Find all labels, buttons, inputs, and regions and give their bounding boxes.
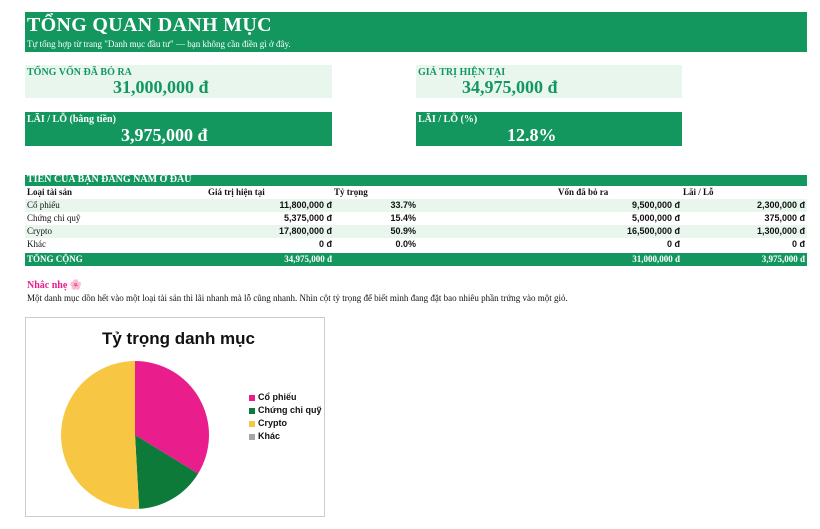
legend-swatch (249, 394, 255, 401)
card-invested-value: 31,000,000 đ (113, 77, 209, 97)
table-row-invested: 9,500,000 đ (631, 200, 680, 210)
legend-label: Crypto (258, 418, 287, 428)
table-row-current: 11,800,000 đ (279, 200, 332, 210)
pie-slice-3 (61, 361, 140, 509)
table-row-invested: 16,500,000 đ (626, 226, 680, 236)
table-row-bg (25, 225, 556, 238)
legend-item: Crypto (249, 418, 287, 428)
table-row-bg (25, 199, 556, 212)
table-title-bar (25, 175, 807, 186)
col-header-asset: Loại tài sản (27, 187, 73, 197)
tip-title: Nhắc nhẹ 🌸 (27, 280, 83, 291)
legend-swatch (249, 420, 255, 427)
col-header-invested: Vốn đã bỏ ra (558, 187, 609, 197)
table-total-invested: 31,000,000 đ (632, 254, 680, 264)
pie-slice-1 (135, 361, 210, 474)
tip-text: Một danh mục dồn hết vào một loại tài sả… (27, 293, 568, 303)
chart-title: Tỷ trọng danh mục (102, 329, 255, 348)
card-pnl-percent: LÃI / LỖ (%) 12.8% (416, 112, 682, 146)
table-row-current: 5,375,000 đ (283, 213, 332, 223)
col-header-pnl: Lãi / Lỗ (683, 187, 714, 197)
table-row-current: 0 đ (318, 239, 332, 249)
table-row-pnl: 2,300,000 đ (756, 200, 805, 210)
table-row-weight: 0.0% (395, 239, 416, 249)
page-subtitle: Tự tổng hợp từ trang "Danh mục đầu tư" —… (27, 39, 291, 49)
card-current-label: GIÁ TRỊ HIỆN TẠI (418, 67, 506, 78)
col-header-current: Giá trị hiện tại (208, 187, 265, 197)
legend-label: Khác (258, 431, 281, 441)
table-row-bg (556, 225, 807, 238)
table-row-pnl: 375,000 đ (764, 213, 805, 223)
pie-chart (61, 361, 210, 509)
table-row-weight: 33.7% (390, 200, 416, 210)
table-row-invested: 5,000,000 đ (631, 213, 680, 223)
table-row-weight: 15.4% (390, 213, 416, 223)
table-row-asset: Crypto (27, 226, 53, 236)
card-pnl-amount-label: LÃI / LỖ (bằng tiền) (27, 114, 116, 125)
page-title: TỔNG QUAN DANH MỤC (27, 14, 272, 36)
table-row-pnl: 0 đ (791, 239, 805, 249)
col-header-weight: Tỷ trọng (334, 187, 368, 197)
table-row-weight: 50.9% (390, 226, 416, 236)
table-row-invested: 0 đ (666, 239, 680, 249)
table-total-pnl: 3,975,000 đ (761, 254, 805, 264)
legend-label: Chứng chỉ quỹ (258, 405, 322, 415)
legend-swatch (249, 433, 255, 440)
card-pnl-percent-value: 12.8% (507, 125, 557, 145)
table-title: TIỀN CỦA BẠN ĐANG NẰM Ở ĐÂU (27, 174, 192, 185)
card-invested-label: TỔNG VỐN ĐÃ BỎ RA (27, 67, 132, 78)
table-row-asset: Cổ phiếu (27, 200, 60, 210)
table-row-bg (556, 199, 807, 212)
table-row-pnl: 1,300,000 đ (756, 226, 805, 236)
card-pnl-percent-label: LÃI / LỖ (%) (418, 114, 478, 125)
card-pnl-amount-value: 3,975,000 đ (121, 125, 208, 145)
legend-item: Khác (249, 431, 280, 441)
legend-swatch (249, 407, 255, 414)
table-total-label: TỔNG CỘNG (27, 254, 83, 264)
pie-slice-2 (135, 435, 199, 509)
header-banner (25, 12, 807, 52)
table-row-asset: Khác (27, 239, 46, 249)
table-row-asset: Chứng chỉ quỹ (27, 213, 81, 223)
table-total-current: 34,975,000 đ (284, 254, 332, 264)
card-invested: TỔNG VỐN ĐÃ BỎ RA 31,000,000 đ (25, 65, 332, 98)
legend-item: Cổ phiếu (249, 392, 297, 402)
table-row-current: 17,800,000 đ (278, 226, 332, 236)
card-current: GIÁ TRỊ HIỆN TẠI 34,975,000 đ (416, 65, 682, 98)
legend-item: Chứng chỉ quỹ (249, 405, 322, 415)
legend-label: Cổ phiếu (258, 392, 297, 402)
table-total-row (25, 253, 807, 266)
card-current-value: 34,975,000 đ (462, 77, 558, 97)
card-pnl-amount: LÃI / LỖ (bằng tiền) 3,975,000 đ (25, 112, 332, 146)
